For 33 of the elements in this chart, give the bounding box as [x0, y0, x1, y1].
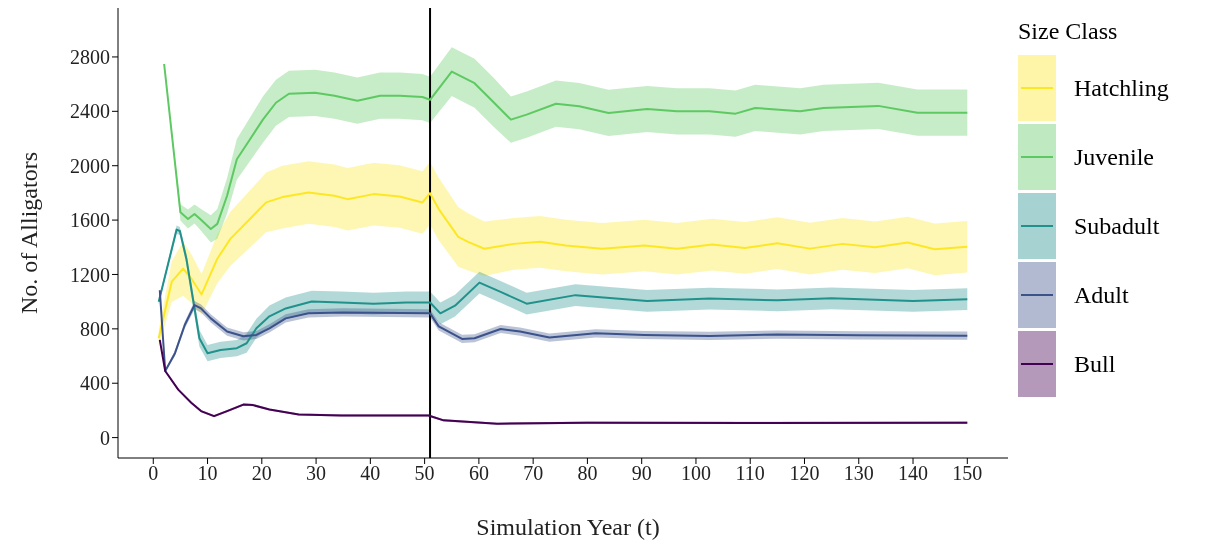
line-series: [157, 191, 969, 340]
x-tick-label: 90: [631, 462, 652, 485]
y-tick-label: 2000: [70, 154, 110, 177]
y-tick-label: 2400: [70, 100, 110, 123]
x-tick-label: 10: [197, 462, 218, 485]
x-tick-label: 150: [952, 462, 983, 485]
y-tick-label: 2800: [70, 46, 110, 69]
x-tick-label: 130: [843, 462, 874, 485]
x-tick-label: 40: [360, 462, 381, 485]
x-tick-label: 30: [306, 462, 327, 485]
legend-title: Size Class: [1018, 18, 1119, 45]
x-tick-label: 70: [523, 462, 544, 485]
x-tick-label: 110: [735, 462, 765, 485]
x-tick-label: 0: [148, 462, 159, 485]
y-tick-label: 1200: [70, 263, 110, 286]
x-tick-label: 80: [577, 462, 598, 485]
y-tick-label: 800: [80, 317, 110, 340]
y-axis-title: No. of Alligators: [15, 152, 42, 314]
y-tick-label: 1600: [70, 209, 110, 232]
legend-label: Juvenile: [1074, 143, 1154, 171]
legend-label: Subadult: [1074, 212, 1160, 240]
x-axis-title: Simulation Year (t): [475, 513, 661, 542]
x-tick-label: 20: [251, 462, 272, 485]
legend-label: Adult: [1074, 281, 1129, 309]
legend-label: Hatchling: [1074, 74, 1169, 102]
y-tick-label: 0: [100, 426, 110, 449]
x-tick-label: 100: [680, 462, 711, 485]
x-tick-label: 60: [468, 462, 489, 485]
y-tick-label: 400: [80, 372, 110, 395]
legend-label: Bull: [1074, 350, 1116, 378]
x-tick-label: 50: [414, 462, 435, 485]
x-tick-label: 140: [898, 462, 929, 485]
x-tick-label: 120: [789, 462, 820, 485]
